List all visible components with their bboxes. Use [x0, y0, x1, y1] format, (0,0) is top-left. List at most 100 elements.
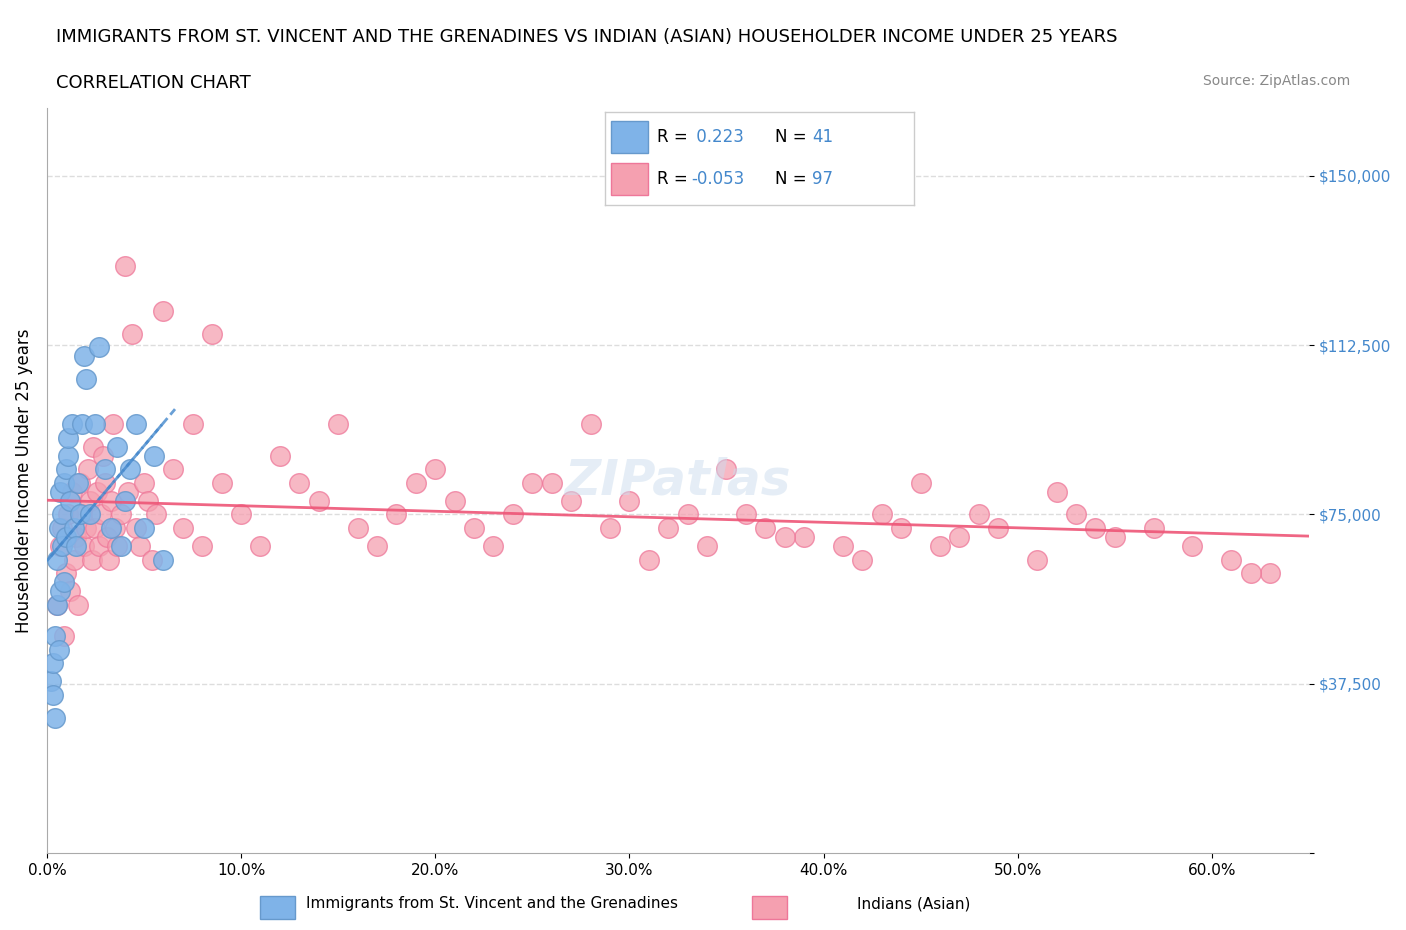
Point: [716, 462, 738, 477]
Point: [366, 538, 388, 553]
Text: 97: 97: [811, 170, 832, 189]
Point: [60, 417, 83, 432]
Point: [560, 494, 582, 509]
Y-axis label: Householder Income Under 25 years: Householder Income Under 25 years: [15, 328, 32, 632]
Point: [98, 552, 121, 567]
Point: [110, 538, 132, 553]
Point: [948, 529, 970, 544]
Point: [579, 417, 602, 432]
Point: [599, 521, 621, 536]
Point: [145, 507, 167, 522]
Point: [63, 521, 86, 536]
Point: [94, 475, 117, 490]
Point: [929, 538, 952, 553]
Point: [91, 448, 114, 463]
Point: [89, 339, 111, 354]
Point: [66, 597, 89, 612]
Point: [890, 521, 912, 536]
Point: [65, 529, 87, 544]
Point: [79, 494, 101, 509]
Point: [910, 475, 932, 490]
Point: [229, 507, 252, 522]
Bar: [610, 163, 648, 195]
Point: [142, 448, 165, 463]
Point: [114, 494, 136, 509]
Point: [58, 507, 80, 522]
Text: Source: ZipAtlas.com: Source: ZipAtlas.com: [1202, 74, 1350, 88]
Point: [754, 521, 776, 536]
Point: [987, 521, 1010, 536]
Point: [1045, 485, 1067, 499]
Point: [201, 326, 224, 341]
Point: [65, 538, 87, 553]
Point: [104, 521, 127, 536]
Point: [84, 521, 107, 536]
Point: [69, 507, 91, 522]
Point: [211, 475, 233, 490]
Point: [94, 462, 117, 477]
Point: [482, 538, 505, 553]
Point: [851, 552, 873, 567]
Point: [1181, 538, 1204, 553]
Point: [45, 552, 67, 567]
Point: [82, 439, 104, 454]
Point: [425, 462, 447, 477]
Point: [502, 507, 524, 522]
Point: [463, 521, 485, 536]
Point: [59, 494, 82, 509]
Point: [172, 521, 194, 536]
Text: CORRELATION CHART: CORRELATION CHART: [56, 74, 252, 92]
Point: [41, 656, 63, 671]
Point: [73, 349, 96, 364]
Point: [832, 538, 855, 553]
Point: [96, 529, 118, 544]
Point: [1258, 565, 1281, 580]
Point: [121, 326, 143, 341]
Point: [1026, 552, 1049, 567]
Text: ZIPatlas: ZIPatlas: [565, 457, 792, 505]
Point: [793, 529, 815, 544]
Point: [51, 521, 73, 536]
Bar: [610, 121, 648, 153]
Point: [89, 538, 111, 553]
Point: [55, 462, 77, 477]
Point: [1064, 507, 1087, 522]
Point: [60, 485, 83, 499]
Point: [120, 462, 142, 477]
Point: [79, 507, 101, 522]
Point: [191, 538, 214, 553]
Point: [53, 575, 76, 590]
Point: [540, 475, 562, 490]
Point: [45, 597, 67, 612]
Point: [117, 485, 139, 499]
Point: [136, 494, 159, 509]
Point: [48, 643, 70, 658]
Point: [44, 711, 66, 725]
Point: [152, 304, 174, 319]
Point: [66, 475, 89, 490]
Point: [53, 475, 76, 490]
Text: R =: R =: [657, 127, 693, 146]
Point: [58, 448, 80, 463]
Point: [49, 485, 72, 499]
Point: [696, 538, 718, 553]
Point: [1142, 521, 1164, 536]
Point: [59, 584, 82, 599]
Text: 0.223: 0.223: [692, 127, 744, 146]
Point: [443, 494, 465, 509]
Point: [110, 507, 132, 522]
Point: [100, 494, 122, 509]
Point: [734, 507, 756, 522]
Point: [73, 538, 96, 553]
Point: [75, 371, 97, 386]
Point: [55, 565, 77, 580]
Point: [90, 507, 112, 522]
Point: [49, 584, 72, 599]
Point: [39, 674, 62, 689]
Point: [105, 538, 128, 553]
Point: [45, 597, 67, 612]
Point: [637, 552, 659, 567]
Point: [619, 494, 641, 509]
Point: [125, 417, 148, 432]
Point: [70, 417, 93, 432]
